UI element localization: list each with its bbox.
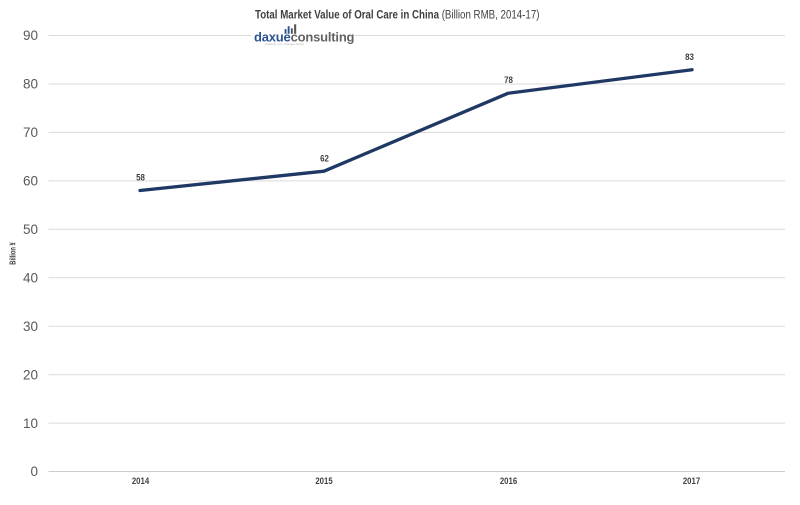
svg-text:83: 83 [685,52,694,63]
svg-text:2017: 2017 [683,475,700,486]
svg-text:Total Market Value of Oral Car: Total Market Value of Oral Care in China… [255,9,539,22]
svg-text:62: 62 [320,153,329,164]
svg-text:70: 70 [23,125,38,140]
svg-text:10: 10 [23,416,38,431]
svg-text:78: 78 [504,74,513,85]
svg-text:20: 20 [23,367,38,382]
svg-text:2016: 2016 [500,475,517,486]
svg-text:daxueconsulting: daxueconsulting [254,30,355,45]
svg-text:80: 80 [23,77,38,92]
svg-text:60: 60 [23,174,38,189]
svg-text:58: 58 [136,172,145,183]
svg-text:0: 0 [30,464,38,479]
svg-text:90: 90 [23,28,38,43]
svg-text:50: 50 [23,222,38,237]
svg-text:30: 30 [23,319,38,334]
svg-text:2015: 2015 [315,475,332,486]
svg-text:2014: 2014 [132,475,149,486]
svg-text:helping you change china: helping you change china [265,42,304,46]
svg-text:40: 40 [23,271,38,286]
svg-text:Billion ¥: Billion ¥ [10,242,18,264]
